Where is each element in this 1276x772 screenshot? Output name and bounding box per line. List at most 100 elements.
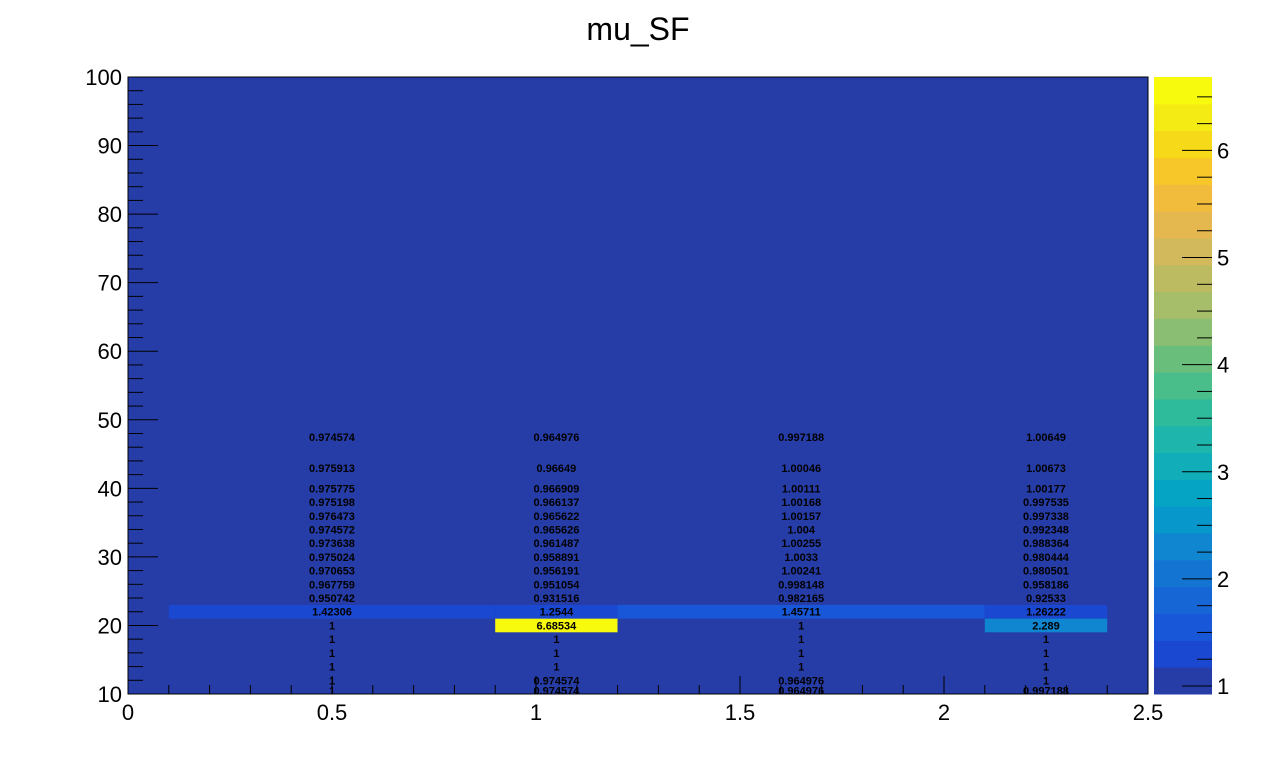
colorbar-tick-label: 4 bbox=[1217, 353, 1229, 378]
y-tick-label: 50 bbox=[98, 408, 122, 433]
y-tick-label: 90 bbox=[98, 134, 122, 159]
colorbar-segment bbox=[1154, 398, 1212, 427]
heatmap-cell bbox=[495, 481, 618, 496]
cell-value-label: 2.289 bbox=[1032, 620, 1060, 632]
heatmap-cell bbox=[984, 419, 1108, 455]
heatmap-cell bbox=[984, 577, 1108, 592]
x-tick-label: 1 bbox=[530, 700, 542, 725]
cell-value-label: 0.974574 bbox=[533, 686, 580, 698]
cell-value-label: 0.973638 bbox=[309, 538, 355, 550]
heatmap-cell bbox=[168, 632, 496, 647]
heatmap-cell bbox=[617, 550, 985, 564]
cell-value-label: 0.974574 bbox=[309, 432, 356, 444]
heatmap-cell bbox=[984, 508, 1108, 523]
colorbar-segment bbox=[1154, 533, 1212, 561]
heatmap-cell bbox=[495, 646, 618, 660]
y-tick-label: 80 bbox=[98, 202, 122, 227]
heatmap-cell bbox=[495, 536, 618, 551]
x-tick-label: 1.5 bbox=[725, 700, 756, 725]
cell-value-label: 0.965622 bbox=[533, 511, 579, 523]
cell-value-labels: 10.9745740.9649760.99718810.9745740.9649… bbox=[309, 432, 1070, 698]
heatmap-cell bbox=[495, 632, 618, 647]
heatmap-cell bbox=[495, 673, 618, 688]
cell-value-label: 0.975775 bbox=[309, 483, 355, 495]
heatmap-cell bbox=[617, 604, 985, 619]
cell-value-label: 0.958891 bbox=[533, 552, 579, 564]
cell-value-label: 1 bbox=[1043, 662, 1049, 674]
x-tick-label: 2 bbox=[938, 700, 950, 725]
heatmap-cell bbox=[617, 632, 985, 647]
cell-value-label: 1.004 bbox=[787, 524, 815, 536]
cell-value-label: 1 bbox=[1043, 648, 1049, 660]
cell-value-label: 0.982165 bbox=[778, 593, 824, 605]
heatmap-cell bbox=[168, 419, 496, 455]
y-tick-label: 30 bbox=[98, 545, 122, 570]
heatmap-cell bbox=[984, 563, 1108, 578]
cell-value-label: 0.964976 bbox=[778, 675, 824, 687]
cell-value-label: 1.00255 bbox=[781, 538, 821, 550]
heatmap-cell bbox=[984, 591, 1108, 605]
heatmap-cell bbox=[495, 591, 618, 605]
heatmap-cell bbox=[617, 673, 985, 688]
heatmap-cell bbox=[495, 618, 618, 633]
heatmap-cell bbox=[168, 618, 496, 633]
x-tick-label: 0.5 bbox=[317, 700, 348, 725]
y-tick-label: 20 bbox=[98, 613, 122, 638]
cell-value-label: 1 bbox=[798, 634, 804, 646]
heatmap-cell bbox=[168, 508, 496, 523]
colorbar-segment bbox=[1154, 318, 1212, 346]
heatmap-cell bbox=[984, 646, 1108, 660]
cell-value-label: 0.974574 bbox=[533, 675, 580, 687]
cell-value-label: 1 bbox=[798, 662, 804, 674]
cell-value-label: 0.964976 bbox=[533, 432, 579, 444]
colorbar-segment bbox=[1154, 237, 1212, 266]
heatmap-cell bbox=[984, 687, 1108, 694]
cell-value-label: 1.00177 bbox=[1026, 483, 1066, 495]
heatmap-cell bbox=[984, 673, 1108, 688]
heatmap-cell bbox=[617, 419, 985, 455]
heatmap-cell bbox=[495, 659, 618, 674]
colorbar-tick-label: 5 bbox=[1217, 246, 1229, 271]
heatmap-cell bbox=[495, 454, 618, 482]
heatmap-cell bbox=[168, 536, 496, 551]
y-axis: 10 20 30 40 50 60 70 80 90 100 bbox=[85, 65, 158, 707]
heatmap-cell bbox=[617, 522, 985, 537]
x-axis: 0 0.5 1 1.5 2 2.5 bbox=[122, 676, 1163, 725]
cell-value-label: 1 bbox=[329, 620, 335, 632]
heatmap-cell bbox=[168, 591, 496, 605]
heatmap-cell bbox=[984, 536, 1108, 551]
heatmap-cell bbox=[984, 604, 1108, 619]
heatmap-cell bbox=[168, 659, 496, 674]
heatmap-cell bbox=[168, 454, 496, 482]
colorbar-segment bbox=[1154, 184, 1212, 212]
cell-value-label: 1.2544 bbox=[540, 607, 575, 619]
cell-value-label: 0.961487 bbox=[533, 538, 579, 550]
heatmap-cell bbox=[617, 495, 985, 509]
cell-value-label: 1.00157 bbox=[781, 511, 821, 523]
colorbar-tick-label: 2 bbox=[1217, 567, 1229, 592]
heatmap-cell bbox=[495, 687, 618, 694]
colorbar-segment bbox=[1154, 291, 1212, 319]
colorbar-segment bbox=[1154, 640, 1212, 668]
colorbar: 1 2 3 4 5 6 bbox=[1154, 77, 1229, 699]
chart-title: mu_SF bbox=[586, 11, 689, 47]
cell-value-label: 1 bbox=[329, 648, 335, 660]
heatmap-cell bbox=[617, 591, 985, 605]
cell-value-label: 0.956191 bbox=[533, 566, 579, 578]
y-tick-label: 100 bbox=[85, 65, 122, 90]
colorbar-segment bbox=[1154, 345, 1212, 373]
heatmap-cell bbox=[984, 659, 1108, 674]
cell-value-label: 1 bbox=[1043, 675, 1049, 687]
cell-value-label: 0.951054 bbox=[533, 579, 580, 591]
cell-value-label: 0.975198 bbox=[309, 497, 355, 509]
x-tick-label: 0 bbox=[122, 700, 134, 725]
colorbar-segment bbox=[1154, 667, 1212, 695]
colorbar-segment bbox=[1154, 452, 1212, 480]
cell-value-label: 0.966909 bbox=[533, 483, 579, 495]
heatmap-cell bbox=[984, 632, 1108, 647]
colorbar-segment bbox=[1154, 264, 1212, 293]
colorbar-segment bbox=[1154, 372, 1212, 400]
heatmap-cell bbox=[495, 419, 618, 455]
cell-value-label: 6.68534 bbox=[537, 620, 578, 632]
